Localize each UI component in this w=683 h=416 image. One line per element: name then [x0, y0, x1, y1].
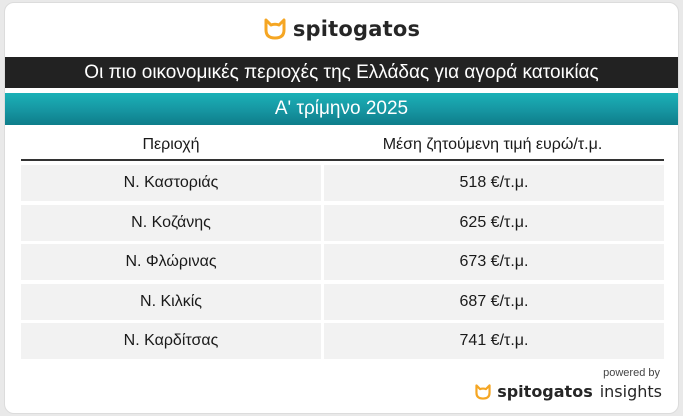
footer-brand-name: spitogatos: [497, 382, 593, 401]
header-area: Περιοχή: [142, 136, 200, 153]
price-table: Περιοχή Μέση ζητούμενη τιμή ευρώ/τ.μ. Ν.…: [21, 131, 664, 363]
price-cell: 687 €/τ.μ.: [324, 283, 664, 320]
table-header: Περιοχή Μέση ζητούμενη τιμή ευρώ/τ.μ.: [21, 131, 664, 161]
brand-wordmark: spitogatos: [292, 17, 421, 41]
area-cell: Ν. Κιλκίς: [21, 283, 321, 320]
header-price: Μέση ζητούμενη τιμή ευρώ/τ.μ.: [382, 136, 603, 153]
price-cell: 518 €/τ.μ.: [324, 165, 664, 201]
price-cell: 673 €/τ.μ.: [324, 244, 664, 280]
spitogatos-logo: spitogatos: [5, 17, 678, 41]
footer-product-name: insights: [599, 382, 662, 401]
cat-icon: [264, 18, 286, 40]
table-row: Ν. Φλώρινας 673 €/τ.μ.: [21, 244, 664, 280]
price-cell: 741 €/τ.μ.: [324, 323, 664, 359]
page-title: Οι πιο οικονομικές περιοχές της Ελλάδας …: [5, 57, 678, 88]
table-row: Ν. Κοζάνης 625 €/τ.μ.: [21, 204, 664, 241]
infographic-card: spitogatos Οι πιο οικονομικές περιοχές τ…: [4, 2, 679, 414]
table-row: Ν. Καστοριάς 518 €/τ.μ.: [21, 165, 664, 201]
area-cell: Ν. Καστοριάς: [21, 165, 321, 201]
table-body: Ν. Καστοριάς 518 €/τ.μ. Ν. Κοζάνης 625 €…: [21, 165, 664, 359]
cat-icon: [475, 383, 491, 400]
spitogatos-insights-logo: spitogatos insights: [474, 382, 662, 401]
table-row: Ν. Κιλκίς 687 €/τ.μ.: [21, 283, 664, 320]
period-subtitle: Α' τρίμηνο 2025: [5, 93, 678, 125]
powered-by-label: powered by: [603, 367, 660, 379]
table-row: Ν. Καρδίτσας 741 €/τ.μ.: [21, 323, 664, 359]
area-cell: Ν. Καρδίτσας: [21, 323, 321, 359]
area-cell: Ν. Φλώρινας: [21, 244, 321, 280]
price-cell: 625 €/τ.μ.: [324, 204, 664, 241]
area-cell: Ν. Κοζάνης: [21, 204, 321, 241]
